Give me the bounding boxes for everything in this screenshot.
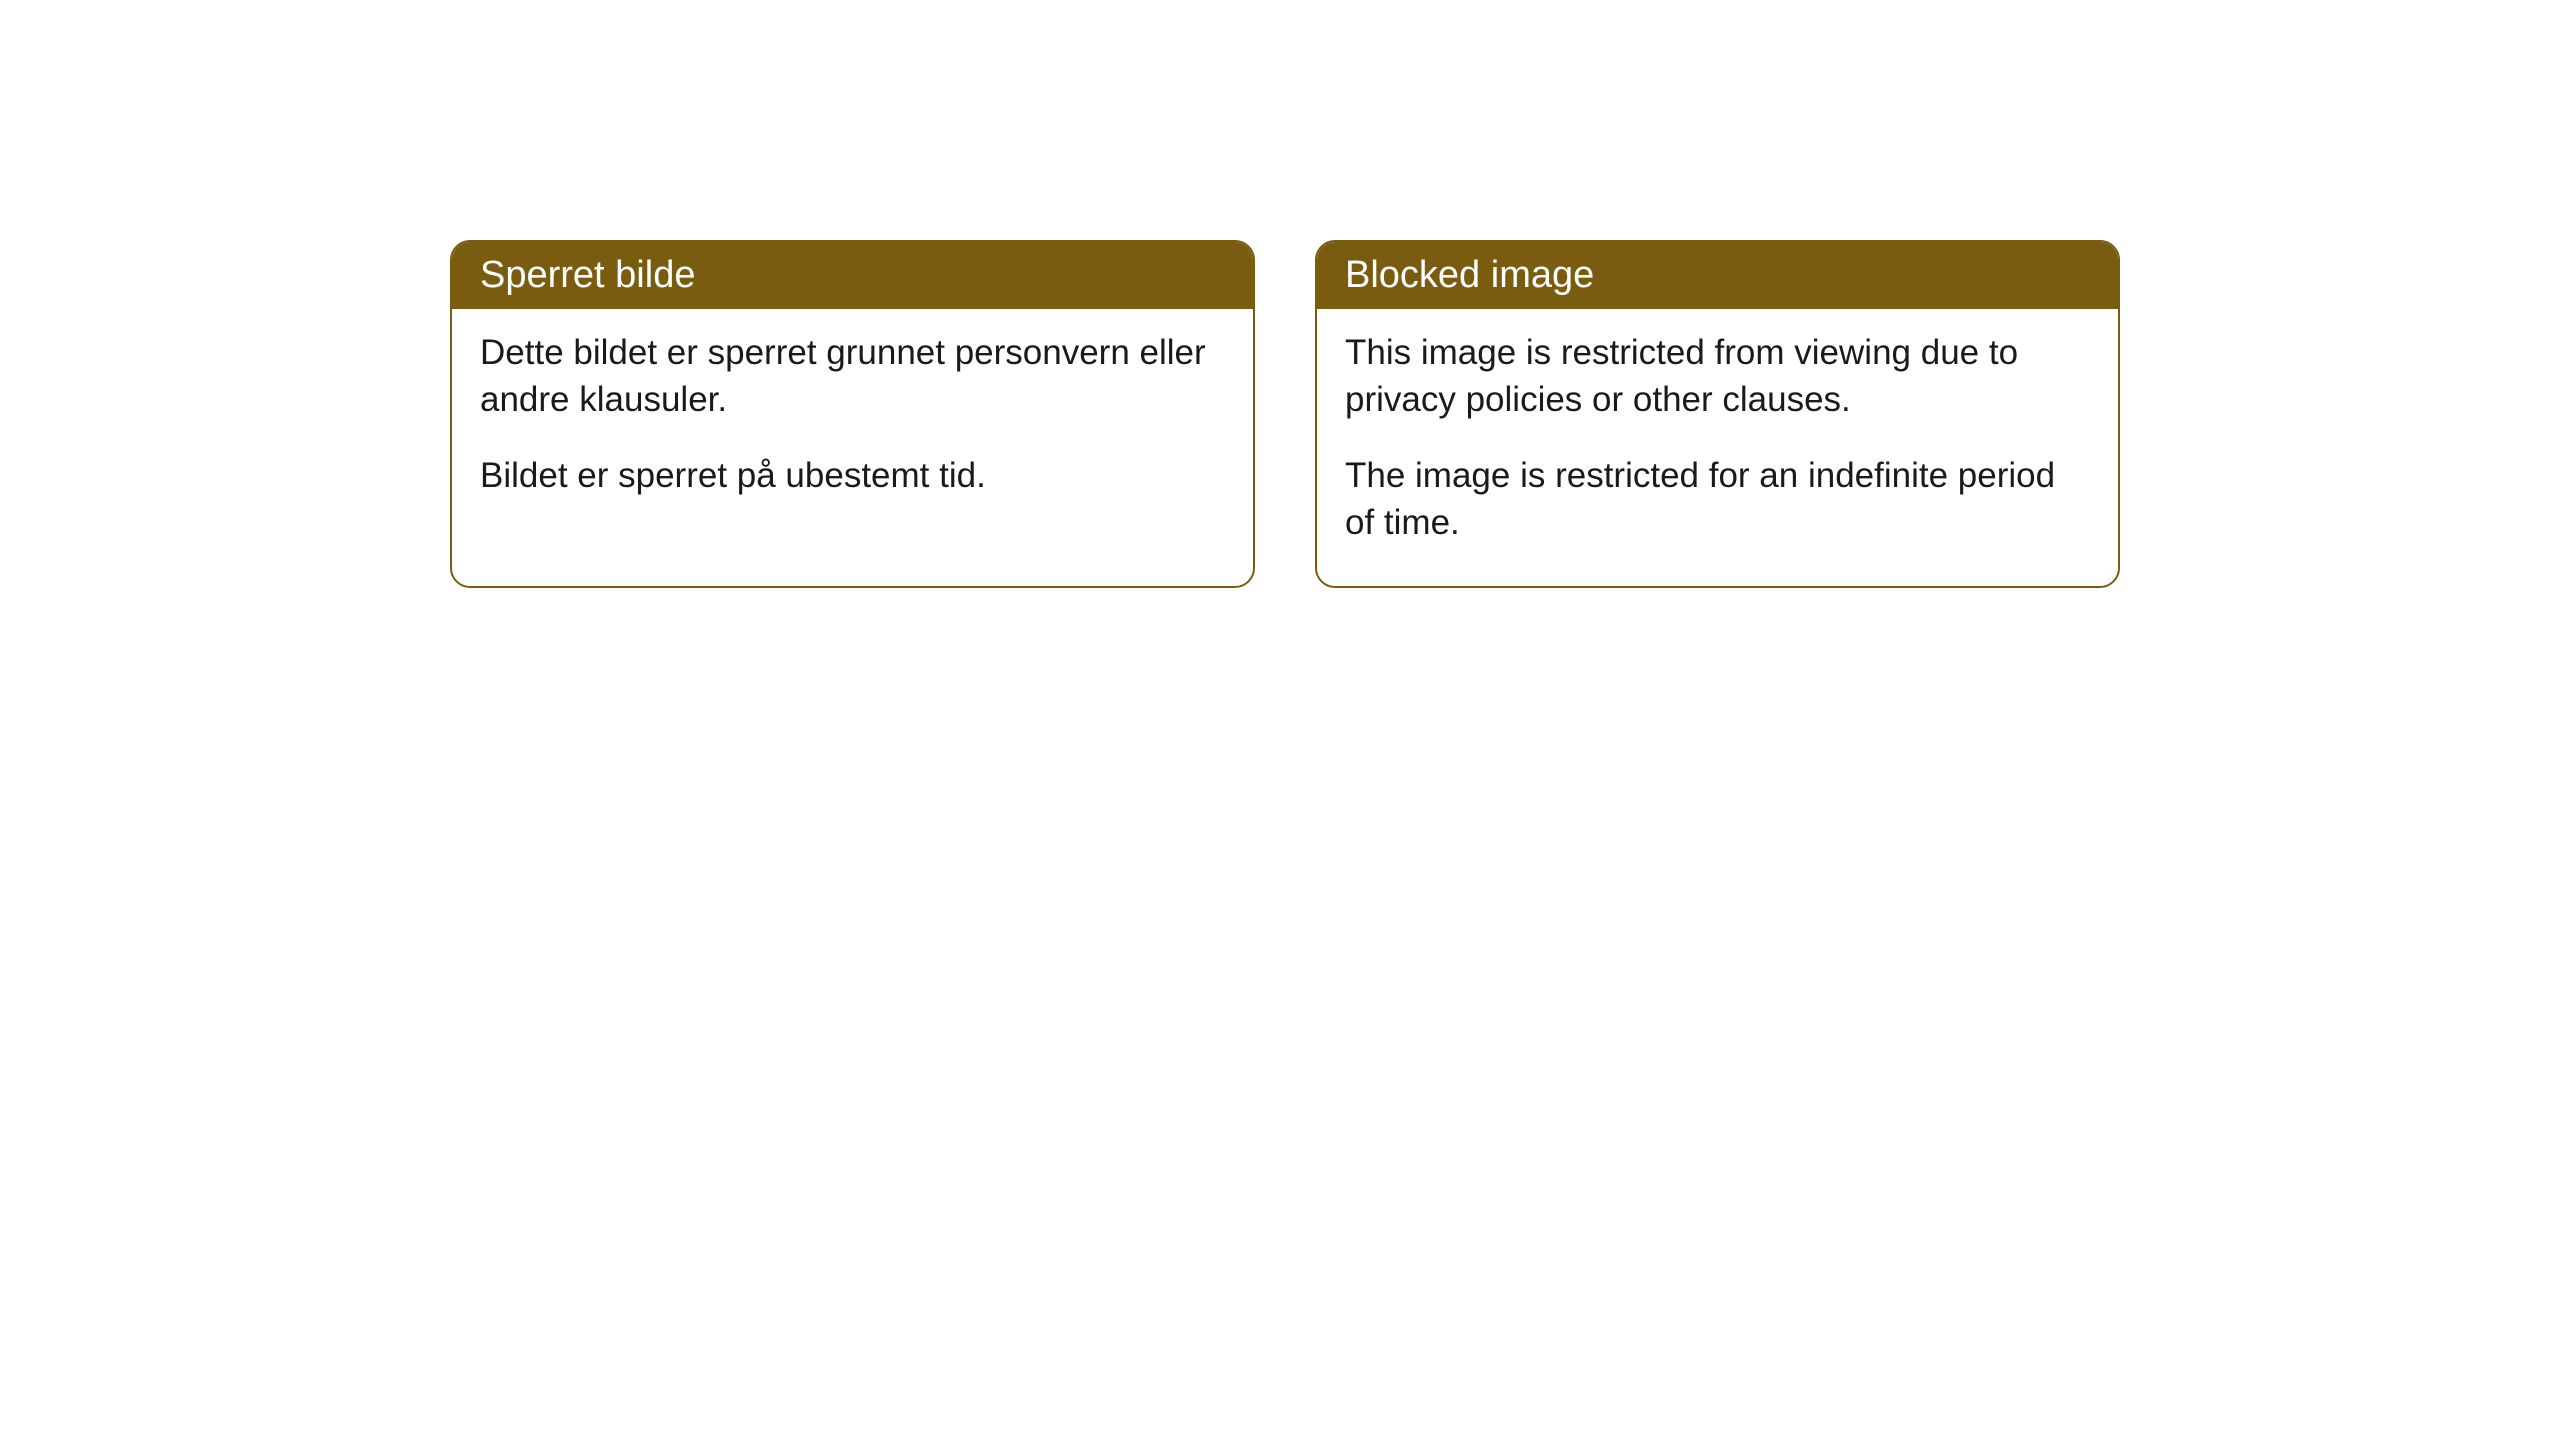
card-title-en: Blocked image xyxy=(1345,254,1594,296)
card-para1-no: Dette bildet er sperret grunnet personve… xyxy=(480,329,1225,424)
card-body-no: Dette bildet er sperret grunnet personve… xyxy=(452,309,1253,539)
cards-container: Sperret bilde Dette bildet er sperret gr… xyxy=(0,0,2560,588)
blocked-image-card-en: Blocked image This image is restricted f… xyxy=(1315,240,2120,588)
blocked-image-card-no: Sperret bilde Dette bildet er sperret gr… xyxy=(450,240,1255,588)
card-para2-en: The image is restricted for an indefinit… xyxy=(1345,452,2090,547)
card-para2-no: Bildet er sperret på ubestemt tid. xyxy=(480,452,1225,499)
card-para1-en: This image is restricted from viewing du… xyxy=(1345,329,2090,424)
card-header-en: Blocked image xyxy=(1317,242,2118,309)
card-header-no: Sperret bilde xyxy=(452,242,1253,309)
card-body-en: This image is restricted from viewing du… xyxy=(1317,309,2118,586)
card-title-no: Sperret bilde xyxy=(480,254,695,296)
